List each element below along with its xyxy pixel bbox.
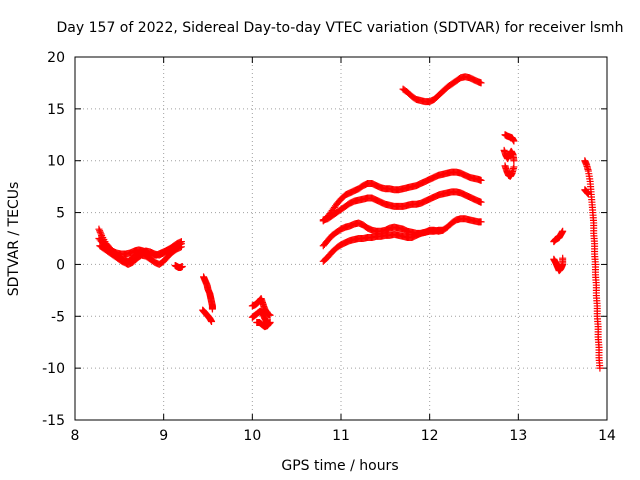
data-point-marker	[477, 79, 485, 87]
series-arc-8b	[581, 186, 592, 198]
series-arc-8	[581, 157, 604, 372]
series-arc-3b	[248, 307, 274, 328]
x-tick-label: 12	[421, 428, 439, 444]
data-point-marker	[510, 137, 518, 145]
data-point-marker	[439, 226, 447, 234]
y-tick-label: -5	[51, 309, 65, 325]
y-tick-label: 20	[47, 50, 65, 66]
series-arc-2b	[199, 306, 216, 325]
x-tick-label: 13	[509, 428, 527, 444]
data-point-marker	[266, 311, 274, 319]
data-point-marker	[178, 263, 186, 271]
y-tick-label: 15	[47, 102, 65, 118]
data-point-marker	[208, 317, 216, 325]
series-arc-3c	[253, 319, 274, 331]
series-arc-4b	[319, 188, 485, 224]
x-tick-label: 10	[243, 428, 261, 444]
series-arc-1b	[95, 235, 185, 259]
chart-title: Day 157 of 2022, Sidereal Day-to-day VTE…	[57, 20, 624, 36]
y-tick-label: 0	[56, 257, 65, 273]
series-arc-4d	[319, 226, 447, 265]
x-tick-label: 9	[159, 428, 168, 444]
series-arc-7a	[550, 227, 567, 246]
data-point-marker	[559, 227, 567, 235]
data-point-marker	[265, 319, 273, 327]
data-point-marker	[177, 243, 185, 251]
data-point-marker	[96, 227, 104, 235]
x-tick-label: 11	[332, 428, 350, 444]
series-arc-1d	[171, 261, 186, 272]
data-point-marker	[510, 163, 518, 171]
data-point-marker	[596, 364, 604, 372]
y-tick-label: -10	[42, 361, 65, 377]
data-point-marker	[477, 198, 485, 206]
data-point-marker	[96, 228, 104, 236]
data-point-marker	[584, 190, 592, 198]
y-tick-label: -15	[42, 413, 65, 429]
data-point-marker	[266, 319, 274, 327]
grid-lines	[75, 57, 607, 420]
series-arc-1c	[96, 242, 185, 268]
series-arc-6b	[500, 146, 518, 165]
series-arc-7b	[550, 254, 567, 275]
series-arc-6a	[501, 131, 518, 145]
data-points	[95, 73, 604, 372]
series-arc-2a	[200, 273, 216, 313]
data-point-marker	[208, 305, 216, 313]
x-axis-label: GPS time / hours	[281, 458, 398, 474]
series-arc-6c	[501, 162, 518, 180]
data-point-marker	[559, 254, 567, 262]
series-arc-5	[399, 73, 485, 106]
y-axis-label: SDTVAR / TECUs	[6, 182, 22, 297]
data-point-marker	[95, 225, 103, 233]
y-tick-label: 10	[47, 154, 65, 170]
axis-ticks: 8 9 10 11 12 13 14 20 15 10 5 0 -5 -10 -15	[42, 50, 616, 444]
x-tick-label: 14	[598, 428, 616, 444]
data-point-marker	[265, 320, 273, 328]
x-tick-label: 8	[71, 428, 80, 444]
data-point-marker	[97, 230, 105, 238]
data-point-marker	[477, 218, 485, 226]
series-arc-4a	[319, 168, 485, 225]
data-point-marker	[510, 157, 518, 165]
data-point-marker	[477, 176, 485, 184]
y-tick-label: 5	[56, 206, 65, 222]
